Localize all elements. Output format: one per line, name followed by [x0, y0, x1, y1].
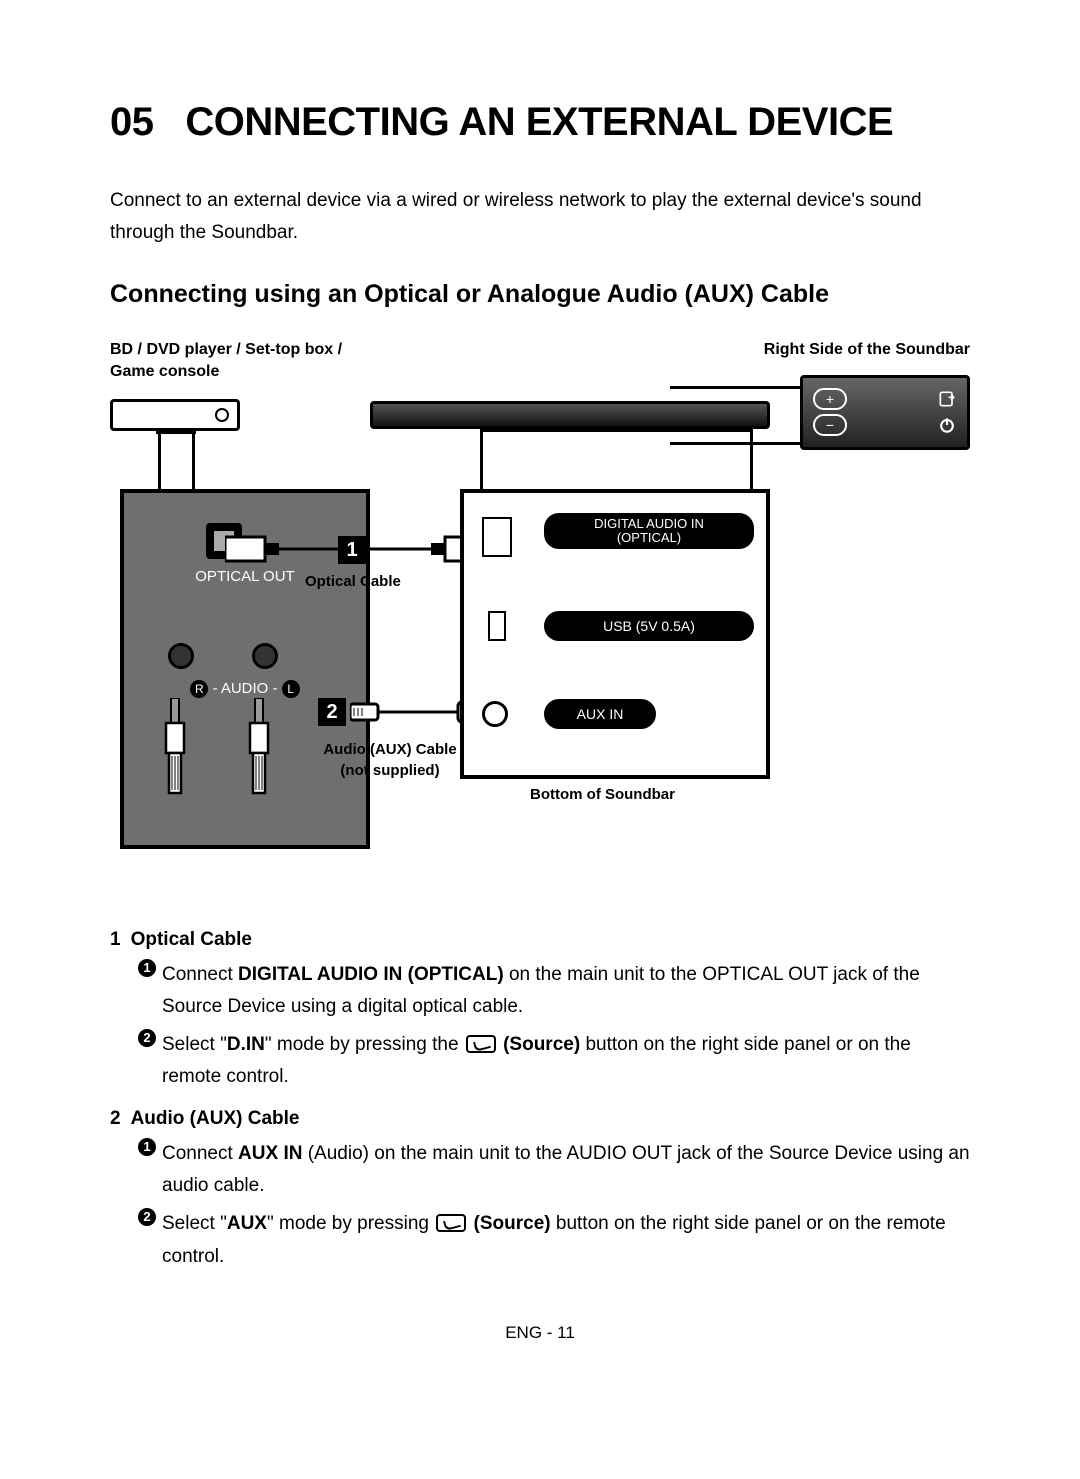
- volume-down-button: −: [813, 414, 847, 436]
- substep-number-icon: 1: [138, 1138, 156, 1156]
- badge-1: 1: [338, 536, 366, 564]
- callout-line: [480, 429, 753, 432]
- chapter-title: CONNECTING AN EXTERNAL DEVICE: [185, 100, 893, 144]
- optical-cable-label: Optical Cable: [305, 571, 401, 592]
- callout-line: [158, 431, 161, 489]
- step-title: Optical Cable: [131, 929, 252, 951]
- substep-text: Select "D.IN" mode by pressing the (Sour…: [162, 1029, 970, 1094]
- aux-cable-label-line1: Audio (AUX) Cable: [323, 741, 456, 758]
- chapter-number: 05: [110, 100, 154, 144]
- audio-rl-label: R - AUDIO - L: [124, 680, 366, 698]
- substep-number-icon: 1: [138, 959, 156, 977]
- digital-audio-in-port-icon: [482, 517, 512, 557]
- right-side-panel: + −: [800, 375, 970, 450]
- source-icon: [937, 389, 957, 409]
- page-title: 05 CONNECTING AN EXTERNAL DEVICE: [110, 100, 970, 145]
- substep-number-icon: 2: [138, 1208, 156, 1226]
- step-heading: 2 Audio (AUX) Cable: [110, 1108, 970, 1130]
- usb-port-icon: [488, 611, 506, 641]
- soundbar-top-illustration: [370, 401, 770, 429]
- callout-line: [750, 429, 753, 489]
- rca-right-jack-icon: [168, 643, 194, 669]
- callout-line: [480, 429, 483, 489]
- substep-text: Connect AUX IN (Audio) on the main unit …: [162, 1138, 970, 1203]
- source-button-icon: [436, 1214, 466, 1232]
- step-number: 1: [110, 929, 121, 951]
- bottom-of-soundbar-label: Bottom of Soundbar: [530, 784, 675, 805]
- source-button-icon: [466, 1035, 496, 1053]
- connection-diagram: BD / DVD player / Set-top box / Game con…: [110, 339, 970, 899]
- substep: 1 Connect DIGITAL AUDIO IN (OPTICAL) on t…: [138, 959, 970, 1024]
- power-icon: [937, 415, 957, 435]
- substep-text: Connect DIGITAL AUDIO IN (OPTICAL) on th…: [162, 959, 970, 1024]
- substep-number-icon: 2: [138, 1029, 156, 1047]
- substep: 2 Select "D.IN" mode by pressing the (Sou…: [138, 1029, 970, 1094]
- page-footer: ENG - 11: [110, 1323, 970, 1343]
- instruction-steps: 1 Optical Cable1Connect DIGITAL AUDIO IN…: [110, 929, 970, 1273]
- digital-audio-in-label: DIGITAL AUDIO IN(OPTICAL): [544, 513, 754, 549]
- aux-in-port-icon: [482, 701, 508, 727]
- dvd-player-illustration: [110, 399, 240, 431]
- volume-up-button: +: [813, 388, 847, 410]
- aux-cable-label-line2: (not supplied): [340, 762, 439, 779]
- step-heading: 1 Optical Cable: [110, 929, 970, 951]
- soundbar-bottom-panel: DIGITAL AUDIO IN(OPTICAL) USB (5V 0.5A) …: [460, 489, 770, 779]
- substep-list: 1 Connect AUX IN (Audio) on the main unit…: [110, 1138, 970, 1273]
- step-title: Audio (AUX) Cable: [131, 1108, 300, 1130]
- rca-left-jack-icon: [252, 643, 278, 669]
- substep-text: Select "AUX" mode by pressing (Source) b…: [162, 1208, 970, 1273]
- rca-plug-icon: [164, 698, 186, 808]
- substep-list: 1 Connect DIGITAL AUDIO IN (OPTICAL) on t…: [110, 959, 970, 1094]
- rca-plug-icon: [248, 698, 270, 808]
- section-heading: Connecting using an Optical or Analogue …: [110, 280, 970, 309]
- usb-label: USB (5V 0.5A): [544, 611, 754, 641]
- source-device-label: BD / DVD player / Set-top box / Game con…: [110, 339, 360, 384]
- aux-in-label: AUX IN: [544, 699, 656, 729]
- callout-line: [192, 431, 195, 489]
- callout-line: [670, 442, 800, 445]
- right-side-label: Right Side of the Soundbar: [764, 339, 970, 361]
- callout-line: [156, 431, 196, 434]
- substep: 1 Connect AUX IN (Audio) on the main unit…: [138, 1138, 970, 1203]
- intro-text: Connect to an external device via a wire…: [110, 185, 970, 250]
- aux-cable-label: Audio (AUX) Cable (not supplied): [320, 739, 460, 781]
- step-number: 2: [110, 1108, 121, 1130]
- badge-2: 2: [318, 698, 346, 726]
- callout-line: [670, 386, 800, 389]
- substep: 2 Select "AUX" mode by pressing (Source) …: [138, 1208, 970, 1273]
